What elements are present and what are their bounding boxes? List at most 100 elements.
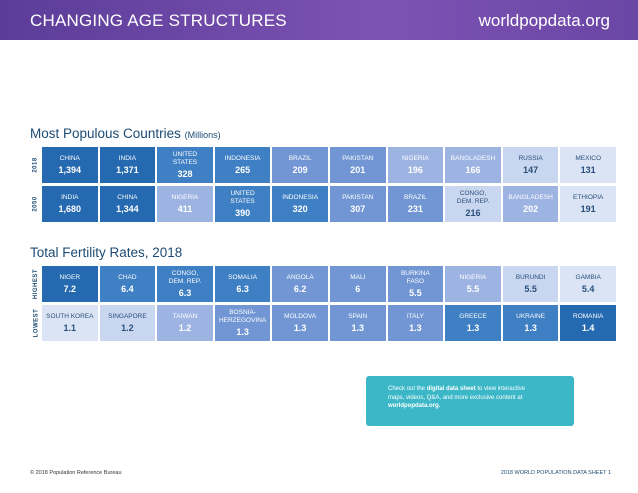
country-name: CONGO, DEM. REP. [168, 270, 202, 285]
populous-2018-cell: UNITED STATES 328 [157, 147, 213, 183]
populous-title-text: Most Populous Countries [30, 126, 181, 141]
country-value: 1,344 [116, 204, 139, 215]
populous-row-2018: CHINA 1,394 INDIA 1,371 UNITED STATES 328 INDO… [42, 147, 616, 183]
populous-2018-cell: NIGERIA 196 [387, 147, 444, 183]
populous-2050-cell: PAKISTAN 307 [329, 186, 386, 222]
country-name: BANGLADESH [508, 193, 553, 201]
fertility-highest-cell: NIGERIA 5.5 [445, 266, 501, 302]
populous-2050-cell: INDONESIA 320 [272, 186, 328, 222]
populous-unit: (Millions) [184, 130, 221, 140]
country-name: BRAZIL [288, 154, 312, 162]
country-value: 5.5 [409, 288, 422, 298]
country-value: 7.2 [63, 284, 77, 295]
page-title: CHANGING AGE STRUCTURES [30, 11, 287, 30]
country-value: 1.3 [524, 323, 537, 334]
callout-line-2: maps, videos, Q&A, and more exclusive co… [388, 394, 523, 401]
country-name: INDONESIA [282, 193, 319, 201]
country-name: GREECE [459, 312, 487, 320]
country-name: PAKISTAN [342, 193, 374, 201]
populous-2018-cell: BRAZIL 209 [272, 147, 328, 183]
country-value: 5.5 [466, 284, 480, 295]
country-value: 231 [407, 204, 423, 215]
copyright: © 2018 Population Reference Bureau [30, 470, 122, 476]
country-name: BURUNDI [515, 273, 546, 281]
country-name: GAMBIA [575, 273, 601, 281]
digital-data-sheet-callout[interactable]: Check out the digital data sheet to view… [366, 376, 574, 426]
country-name: INDIA [118, 154, 137, 162]
fertility-highest-cell: GAMBIA 5.4 [560, 266, 616, 302]
fertility-highest-cell: SOMALIA 6.3 [214, 266, 271, 302]
populous-section-title: Most Populous Countries (Millions) [30, 126, 221, 141]
header-banner: CHANGING AGE STRUCTURES worldpopdata.org [0, 0, 638, 40]
fertility-lowest-cell: ROMANIA 1.4 [560, 305, 616, 341]
country-name: INDONESIA [224, 154, 261, 162]
country-value: 191 [580, 204, 596, 215]
country-name: ANGOLA [286, 273, 314, 281]
callout-line-3: worldpopdata.org. [388, 402, 574, 411]
country-name: UKRAINE [516, 312, 546, 320]
country-value: 320 [292, 204, 308, 215]
country-name: CHINA [117, 193, 138, 201]
worldpopdata-link[interactable]: worldpopdata.org. [388, 403, 441, 409]
country-value: 216 [465, 208, 481, 218]
country-name: TAIWAN [172, 312, 198, 320]
populous-2018-cell: INDIA 1,371 [99, 147, 156, 183]
country-value: 5.4 [581, 284, 595, 295]
country-name: NIGER [59, 273, 81, 281]
row-label-highest: HIGHEST [33, 268, 40, 300]
country-value: 1.2 [178, 323, 192, 334]
country-value: 411 [177, 204, 193, 215]
populous-row-2050: INDIA 1,680 CHINA 1,344 NIGERIA 411 UNITED STA… [42, 186, 616, 222]
fertility-lowest-cell: SOUTH KOREA 1.1 [42, 305, 98, 341]
country-name: BANGLADESH [450, 154, 496, 162]
country-value: 6.3 [178, 288, 192, 298]
country-value: 209 [292, 165, 308, 176]
fertility-highest-cell: BURKINA FASO 5.5 [387, 266, 444, 302]
country-name: NIGERIA [402, 154, 429, 162]
populous-2050-cell: UNITED STATES 390 [214, 186, 271, 222]
country-name: NIGERIA [171, 193, 199, 201]
fertility-lowest-cell: BOSNIA- HERZEGOVINA 1.3 [214, 305, 271, 341]
populous-2050-cell: INDIA 1,680 [42, 186, 98, 222]
country-name: NIGERIA [459, 273, 487, 281]
country-value: 1.2 [121, 323, 134, 334]
callout-line-1: Check out the digital data sheet to view… [388, 386, 526, 392]
row-label-lowest: LOWEST [33, 308, 40, 338]
country-name: SOUTH KOREA [46, 312, 94, 320]
country-value: 328 [177, 169, 193, 179]
country-value: 1,680 [58, 204, 82, 215]
row-label-2050: 2050 [33, 196, 40, 212]
country-name: SPAIN [348, 312, 368, 320]
country-value: 1,371 [116, 165, 139, 176]
country-value: 201 [350, 165, 366, 176]
country-name: MOLDOVA [284, 312, 317, 320]
country-name: INDIA [61, 193, 79, 201]
fertility-lowest-cell: UKRAINE 1.3 [502, 305, 559, 341]
country-name: MEXICO [575, 154, 602, 162]
populous-2018-cell: RUSSIA 147 [502, 147, 559, 183]
country-value: 6.3 [236, 284, 249, 295]
country-name: PAKISTAN [342, 154, 374, 162]
country-value: 307 [350, 204, 366, 215]
country-value: 390 [235, 208, 251, 218]
fertility-highest-cell: MALI 6 [329, 266, 386, 302]
fertility-highest-cell: BURUNDI 5.5 [502, 266, 559, 302]
country-name: ITALY [406, 312, 424, 320]
footer-sheet-label: 2018 WORLD POPULATION DATA SHEET 1 [500, 470, 611, 476]
digital-data-sheet-link[interactable]: digital data sheet [426, 386, 476, 392]
country-name: RUSSIA [518, 154, 543, 162]
fertility-lowest-cell: TAIWAN 1.2 [157, 305, 213, 341]
country-value: 6.2 [293, 284, 307, 295]
populous-2050-cell: BANGLADESH 202 [502, 186, 559, 222]
site-link[interactable]: worldpopdata.org [478, 11, 610, 30]
fertility-row-highest: NIGER 7.2 CHAD 6.4 CONGO, DEM. REP. 6.3 SOMALI… [42, 266, 616, 302]
country-value: 1.3 [466, 323, 480, 334]
country-name: BRAZIL [404, 193, 427, 201]
country-name: UNITED STATES [172, 151, 198, 166]
country-value: 131 [580, 165, 596, 176]
fertility-lowest-cell: ITALY 1.3 [387, 305, 444, 341]
fertility-lowest-cell: GREECE 1.3 [445, 305, 501, 341]
country-value: 196 [407, 165, 423, 176]
country-name: ETHIOPIA [573, 193, 604, 201]
fertility-highest-cell: ANGOLA 6.2 [272, 266, 328, 302]
